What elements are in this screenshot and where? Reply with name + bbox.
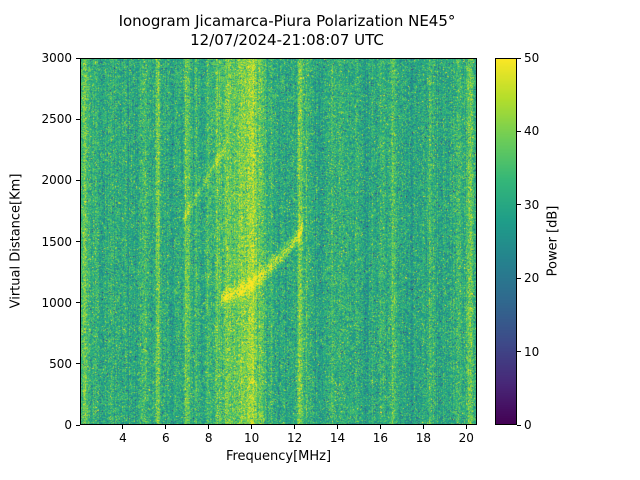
x-tick <box>422 425 424 429</box>
heatmap-canvas <box>80 58 477 425</box>
colorbar-tick-label: 30 <box>524 197 540 212</box>
y-tick-label: 500 <box>49 356 72 371</box>
colorbar-canvas <box>495 58 517 425</box>
x-tick <box>251 425 253 429</box>
x-tick-label: 18 <box>415 431 431 445</box>
colorbar-tick-label: 50 <box>524 51 540 65</box>
y-tick-label: 1500 <box>41 234 72 249</box>
x-tick-label: 20 <box>458 431 474 445</box>
x-axis-label: Frequency[MHz] <box>225 449 332 464</box>
y-tick-label: 2000 <box>41 173 72 188</box>
y-tick <box>76 57 80 59</box>
y-tick-label: 2500 <box>41 112 72 127</box>
y-tick <box>76 241 80 242</box>
x-tick <box>379 425 381 429</box>
colorbar-label: Power [dB] <box>545 205 561 277</box>
x-tick-label: 16 <box>372 431 389 445</box>
colorbar-tick-label: 40 <box>524 124 540 139</box>
colorbar-tick <box>517 351 521 353</box>
colorbar-tick <box>517 130 521 132</box>
x-tick <box>208 425 210 429</box>
x-tick-label: 10 <box>244 431 260 445</box>
x-tick <box>337 425 338 429</box>
x-tick <box>165 425 167 429</box>
y-tick-label: 1000 <box>41 295 72 310</box>
y-axis-label: Virtual Distance[Km] <box>8 173 24 309</box>
y-tick <box>76 118 80 120</box>
y-tick-label: 3000 <box>41 51 72 65</box>
y-tick <box>76 424 80 426</box>
colorbar-tick <box>517 57 521 59</box>
chart-subtitle: 12/07/2024-21:08:07 UTC <box>190 31 384 49</box>
x-tick <box>122 425 124 429</box>
chart-title: Ionogram Jicamarca-Piura Polarization NE… <box>118 12 456 30</box>
y-tick <box>76 179 80 181</box>
colorbar-tick-label: 10 <box>524 344 540 359</box>
x-tick-label: 6 <box>162 431 170 445</box>
colorbar-tick <box>517 424 521 426</box>
x-tick <box>465 425 467 429</box>
x-tick <box>294 425 296 429</box>
x-tick-label: 14 <box>329 431 346 445</box>
y-tick-label: 0 <box>64 418 72 432</box>
colorbar-tick-label: 20 <box>524 271 540 286</box>
colorbar-tick <box>517 277 521 279</box>
x-tick-label: 4 <box>119 431 127 445</box>
x-tick-label: 8 <box>204 431 213 445</box>
colorbar-tick-label: 0 <box>524 418 532 432</box>
y-tick <box>76 363 80 365</box>
y-tick <box>76 302 80 304</box>
x-tick-label: 12 <box>286 431 303 445</box>
colorbar-tick <box>517 204 521 206</box>
